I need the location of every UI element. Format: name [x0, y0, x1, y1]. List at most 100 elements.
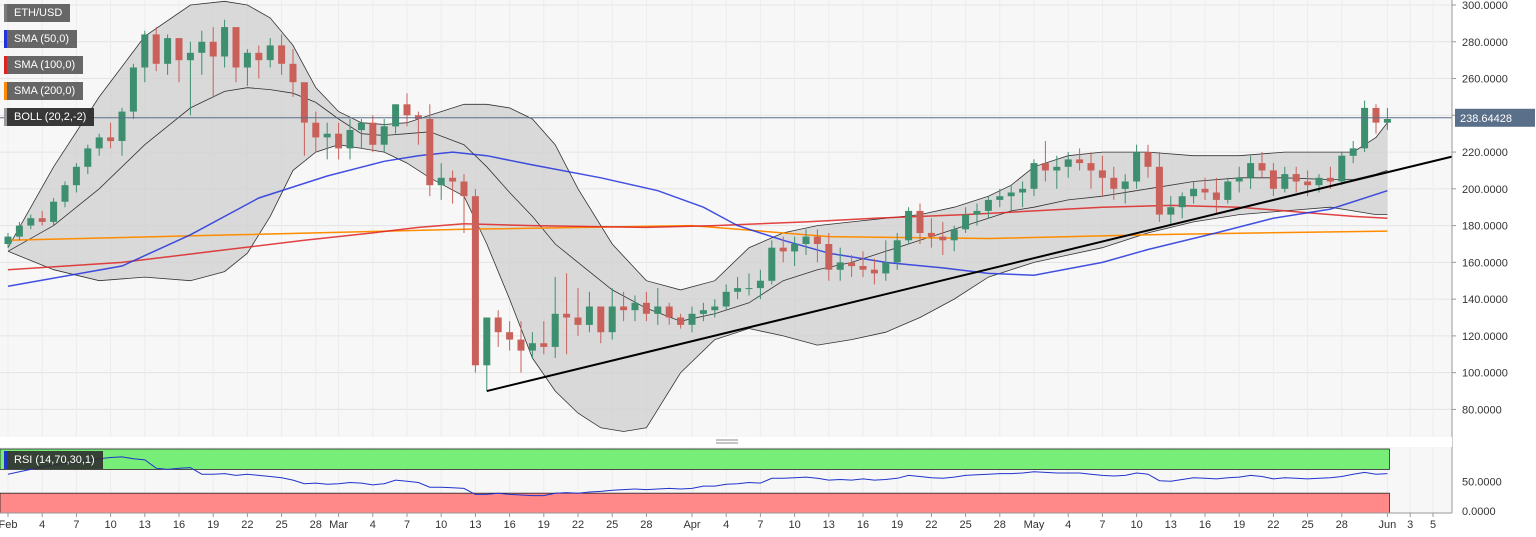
price-axis-label: 200.0000 — [1462, 184, 1508, 196]
candle — [1224, 177, 1232, 204]
time-axis-label: 4 — [370, 519, 376, 531]
candle — [528, 332, 536, 358]
candle-body — [72, 166, 80, 186]
candle-body — [1121, 181, 1129, 189]
candle-body — [1064, 159, 1072, 167]
candle-body — [1098, 170, 1106, 178]
time-axis-label: 28 — [640, 519, 652, 531]
time-axis-label: 10 — [1130, 519, 1142, 531]
candle-body — [1041, 163, 1049, 171]
candle — [232, 27, 240, 83]
candle-body — [95, 137, 103, 149]
candle-body — [1178, 196, 1186, 208]
candle — [1076, 148, 1084, 171]
last-price-label: 238.64428 — [1460, 113, 1512, 125]
sma200-swatch — [4, 82, 7, 100]
candle — [266, 38, 274, 68]
candle — [494, 310, 502, 347]
candle-body — [1201, 188, 1209, 193]
candle-body — [620, 306, 628, 311]
legend-sma50[interactable]: SMA (50,0) — [4, 30, 78, 48]
candle — [164, 34, 172, 75]
candle-body — [631, 302, 639, 311]
price-axis-label: 120.0000 — [1462, 331, 1508, 343]
legend-sma200[interactable]: SMA (200,0) — [4, 82, 84, 100]
time-axis-label: 28 — [994, 519, 1006, 531]
candle — [722, 284, 730, 311]
time-axis-label: 16 — [173, 519, 185, 531]
rsi-axis-label: 50.0000 — [1462, 476, 1502, 488]
candle — [209, 27, 217, 97]
candle — [551, 277, 559, 358]
candle — [278, 34, 286, 75]
candle-body — [449, 177, 457, 182]
candle — [802, 229, 810, 256]
candle — [1019, 181, 1027, 208]
legend-boll[interactable]: BOLL (20,2,-2) — [4, 108, 95, 126]
candle — [517, 321, 525, 373]
candle-body — [642, 302, 650, 314]
candle — [563, 273, 571, 355]
candle — [768, 240, 776, 285]
candle — [1030, 159, 1038, 197]
candle — [1349, 141, 1357, 164]
legend-symbol[interactable]: ETH/USD — [4, 4, 71, 22]
candle — [300, 82, 308, 156]
legend-sma100[interactable]: SMA (100,0) — [4, 56, 84, 74]
candle-body — [528, 343, 536, 351]
candle-body — [460, 181, 468, 197]
price-axis-label: 140.0000 — [1462, 294, 1508, 306]
time-axis-label: 16 — [857, 519, 869, 531]
candle-body — [893, 240, 901, 263]
time-axis-label: 13 — [823, 519, 835, 531]
candle — [118, 107, 126, 156]
candle-body — [1269, 170, 1277, 189]
time-axis-label: 13 — [469, 519, 481, 531]
candle-body — [255, 52, 263, 61]
candle — [1212, 177, 1220, 215]
candle-body — [905, 210, 913, 241]
candle — [426, 104, 434, 197]
candle-body — [1110, 177, 1118, 189]
candle — [1247, 155, 1255, 189]
time-axis-label: 3 — [1407, 519, 1413, 531]
candle-body — [1167, 207, 1175, 215]
candle-body — [437, 177, 445, 186]
candle — [38, 210, 46, 226]
candle-body — [186, 52, 194, 61]
candle — [50, 198, 58, 226]
candle-body — [312, 122, 320, 138]
candle-body — [665, 306, 673, 318]
candle — [198, 30, 206, 75]
candle-body — [118, 111, 126, 141]
candle-body — [996, 196, 1004, 200]
candle-body — [540, 343, 548, 347]
price-axis-label: 300.0000 — [1462, 0, 1508, 12]
time-axis-label: Feb — [0, 519, 17, 531]
candle-body — [221, 27, 229, 57]
candle — [1155, 152, 1163, 222]
candle — [483, 317, 491, 392]
price-axis-label: 260.0000 — [1462, 74, 1508, 86]
candle-body — [198, 41, 206, 53]
candle — [1133, 144, 1141, 189]
candle — [950, 225, 958, 252]
candle — [642, 291, 650, 322]
time-axis-label: 25 — [959, 519, 971, 531]
candle — [870, 258, 878, 285]
candle — [129, 63, 137, 119]
candle-body — [916, 210, 924, 233]
time-axis-label: 16 — [1199, 519, 1211, 531]
candle-body — [50, 201, 58, 222]
candle — [574, 288, 582, 336]
candle-body — [1224, 181, 1232, 200]
legend-panel: ETH/USD SMA (50,0) SMA (100,0) SMA (200,… — [4, 4, 95, 126]
legend-rsi[interactable]: RSI (14,70,30,1) — [4, 451, 103, 469]
candle — [1053, 155, 1061, 189]
candle — [825, 232, 833, 281]
candle-body — [677, 317, 685, 325]
candle-body — [1133, 152, 1141, 182]
candle-body — [232, 27, 240, 68]
time-axis-label: Apr — [683, 519, 700, 531]
